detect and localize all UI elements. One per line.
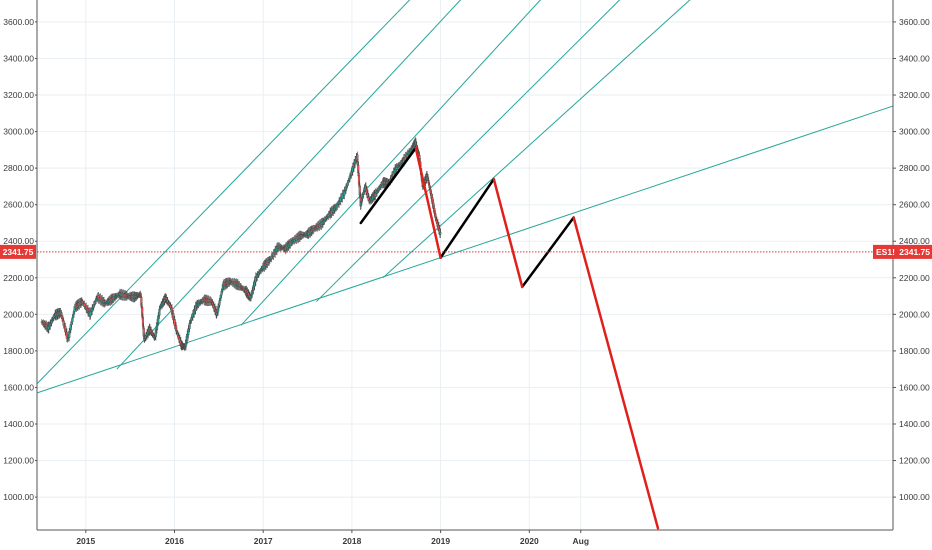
y-tick-label-right: 2200.00: [899, 273, 930, 283]
fan-line: [37, 0, 411, 385]
y-tick-label-right: 1600.00: [899, 382, 930, 392]
y-tick-label-left: 3600.00: [3, 17, 34, 27]
price-tag-left-text: 2341.75: [3, 247, 34, 257]
y-tick-label-left: 2000.00: [3, 309, 34, 319]
projection-down-segment: [414, 146, 442, 259]
y-tick-label-left: 2800.00: [3, 163, 34, 173]
candle-body: [427, 180, 430, 183]
price-tag-right: [873, 244, 932, 259]
y-tick-label-left: 3400.00: [3, 53, 34, 63]
candle-body: [357, 164, 360, 173]
price-tag-left: [0, 244, 36, 259]
x-tick-label: 2015: [76, 536, 95, 546]
y-tick-label-right: 3200.00: [899, 90, 930, 100]
y-tick-label-right: 2000.00: [899, 309, 930, 319]
candle-body: [356, 154, 359, 162]
y-tick-label-right: 3400.00: [899, 53, 930, 63]
projection-up-segment: [439, 177, 496, 259]
y-tick-label-right: 2400.00: [899, 236, 930, 246]
price-series: [40, 137, 442, 351]
y-tick-label-left: 1000.00: [3, 492, 34, 502]
y-tick-label-left: 2400.00: [3, 236, 34, 246]
candle-body: [439, 232, 442, 235]
x-tick-label: 2019: [431, 536, 450, 546]
y-tick-label-right: 2800.00: [899, 163, 930, 173]
grid: [37, 0, 893, 530]
price-tag-symbol: ES1!: [876, 247, 895, 257]
y-tick-label-left: 3200.00: [3, 90, 34, 100]
y-tick-label-left: 2600.00: [3, 200, 34, 210]
y-tick-label-right: 3600.00: [899, 17, 930, 27]
fan-line: [116, 0, 462, 370]
projection-lines[interactable]: [359, 146, 660, 530]
fan-line: [240, 0, 542, 326]
y-tick-label-left: 2200.00: [3, 273, 34, 283]
y-tick-label-right: 2600.00: [899, 200, 930, 210]
price-tags: 2341.75 ES1! 2341.75: [0, 244, 932, 259]
x-tick-label: Aug: [572, 536, 589, 546]
y-tick-label-left: 1800.00: [3, 346, 34, 356]
x-tick-label: 2020: [520, 536, 539, 546]
fan-line: [382, 0, 691, 279]
projection-down-segment: [492, 177, 524, 289]
x-tick-label: 2017: [254, 536, 273, 546]
projection-up-segment: [359, 146, 418, 225]
candle-body: [357, 175, 361, 185]
fan-line: [316, 0, 621, 302]
candle-body: [140, 297, 143, 307]
candle-body: [141, 307, 144, 317]
y-tick-label-left: 1600.00: [3, 382, 34, 392]
y-tick-label-right: 3000.00: [899, 127, 930, 137]
y-tick-label-left: 3000.00: [3, 127, 34, 137]
candle-body: [358, 186, 361, 196]
y-tick-label-right: 1800.00: [899, 346, 930, 356]
y-tick-label-right: 1000.00: [899, 492, 930, 502]
x-tick-label: 2018: [342, 536, 361, 546]
x-tick-label: 2016: [165, 536, 184, 546]
y-tick-label-right: 1400.00: [899, 419, 930, 429]
axes: 1000.00 1000.00 1200.00 1200.00 1400.00 1400.…: [3, 0, 930, 546]
y-tick-label-left: 1400.00: [3, 419, 34, 429]
candle-body: [141, 317, 145, 327]
y-tick-label-left: 1200.00: [3, 456, 34, 466]
fan-line: [37, 105, 893, 394]
projection-down-segment: [572, 216, 660, 530]
price-tag-right-text: 2341.75: [899, 247, 930, 257]
y-tick-label-right: 1200.00: [899, 456, 930, 466]
